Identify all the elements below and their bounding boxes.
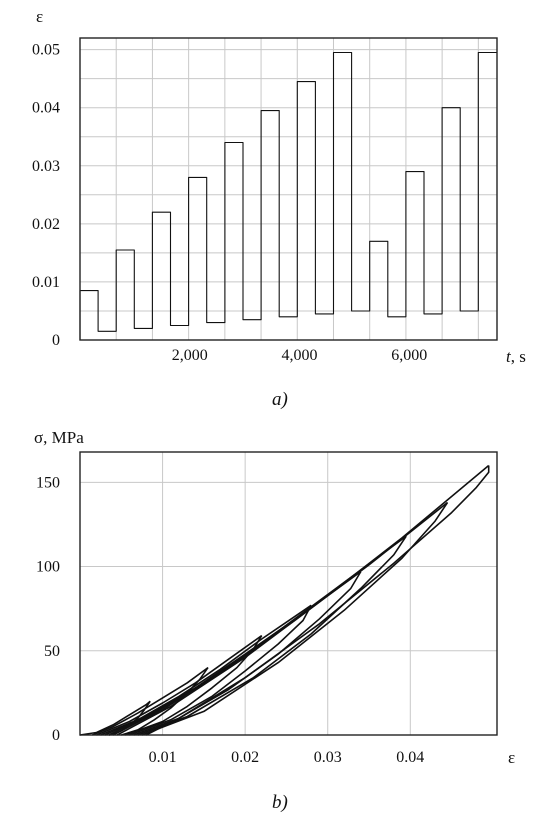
chart-b-series-line-4 (96, 634, 263, 736)
chart-b-panel-letter: b (272, 792, 282, 813)
chart-b-ytick-label: 50 (44, 643, 60, 660)
chart-b-xtick-label: 0.02 (231, 749, 259, 766)
chart-b-frame (79, 451, 498, 736)
chart-a-ytick-label: 0 (52, 332, 60, 349)
chart-a-ytick-label: 0.05 (32, 42, 60, 59)
chart-a-y-ticks: 0 0.01 0.02 0.03 0.04 0.05 (32, 42, 60, 349)
chart-b-series (79, 464, 490, 736)
chart-a-xlabel-var: t (506, 347, 512, 366)
chart-a-xtick-label: 6,000 (391, 347, 427, 364)
chart-a-series-line-0 (79, 51, 497, 340)
chart-b-series-line-13 (141, 502, 449, 736)
chart-a-ytick-label: 0.04 (32, 100, 60, 117)
chart-b-ylabel: σ, MPa (34, 428, 84, 447)
chart-b-ytick-label: 100 (36, 559, 60, 576)
chart-b-series-line-7 (129, 604, 312, 736)
chart-b-xlabel: ε (508, 748, 515, 767)
chart-a-series (79, 51, 497, 340)
chart-a-xlabel: t, s (506, 347, 526, 366)
chart-b-xtick-label: 0.03 (314, 749, 342, 766)
chart-b-series-line-14 (116, 464, 490, 736)
chart-b-y-ticks: 0 50 100 150 (36, 474, 60, 744)
chart-b: 0 50 100 150 0.01 0.02 0.03 0.04 σ, MPa ε b) (34, 428, 515, 813)
chart-a-ytick-label: 0.02 (32, 216, 60, 233)
chart-b-x-ticks: 0.01 0.02 0.03 0.04 (149, 749, 425, 766)
chart-a-ylabel: ε (36, 7, 43, 26)
chart-a-grid (80, 38, 497, 340)
chart-b-ytick-label: 150 (36, 474, 60, 491)
chart-a-ytick-label: 0.01 (32, 274, 60, 291)
chart-a-xtick-label: 2,000 (172, 347, 208, 364)
chart-b-xtick-label: 0.04 (396, 749, 424, 766)
chart-a-ytick-label: 0.03 (32, 158, 60, 175)
chart-b-grid (80, 452, 497, 735)
chart-b-ytick-label: 0 (52, 727, 60, 744)
chart-a: 00.010.020.030.040.05 2,000 4,000 6,000 ε … (32, 7, 526, 410)
chart-a-xtick-label: 4,000 (281, 347, 317, 364)
chart-b-series-line-0 (79, 700, 151, 736)
chart-a-x-ticks: 2,000 4,000 6,000 (172, 347, 427, 364)
chart-b-series-line-12 (112, 501, 448, 736)
chart-b-series-line-2 (92, 666, 209, 736)
chart-b-xtick-label: 0.01 (149, 749, 177, 766)
chart-b-panel-label: b) (272, 792, 288, 813)
chart-a-panel-label: a) (272, 389, 288, 410)
chart-a-frame (79, 37, 498, 341)
chart-b-series-line-11 (137, 535, 407, 736)
chart-a-xlabel-unit: , s (511, 347, 526, 366)
chart-a-panel-letter: a (272, 389, 282, 410)
chart-b-series-line-15 (145, 465, 490, 736)
chart-b-series-line-10 (108, 535, 407, 736)
